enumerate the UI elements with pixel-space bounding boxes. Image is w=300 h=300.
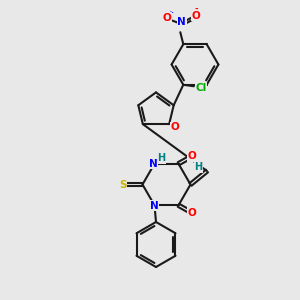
Text: H: H bbox=[194, 162, 203, 172]
Text: S: S bbox=[119, 179, 127, 190]
Text: O: O bbox=[188, 151, 196, 161]
Text: N: N bbox=[150, 201, 159, 211]
Text: -: - bbox=[195, 5, 199, 14]
Text: N: N bbox=[148, 159, 158, 169]
Text: Cl: Cl bbox=[195, 83, 206, 93]
Text: +: + bbox=[167, 10, 173, 16]
Text: O: O bbox=[162, 13, 171, 23]
Text: H: H bbox=[157, 153, 165, 163]
Text: O: O bbox=[188, 208, 196, 218]
Text: N: N bbox=[177, 17, 186, 27]
Text: O: O bbox=[191, 11, 200, 21]
Text: O: O bbox=[170, 122, 179, 132]
